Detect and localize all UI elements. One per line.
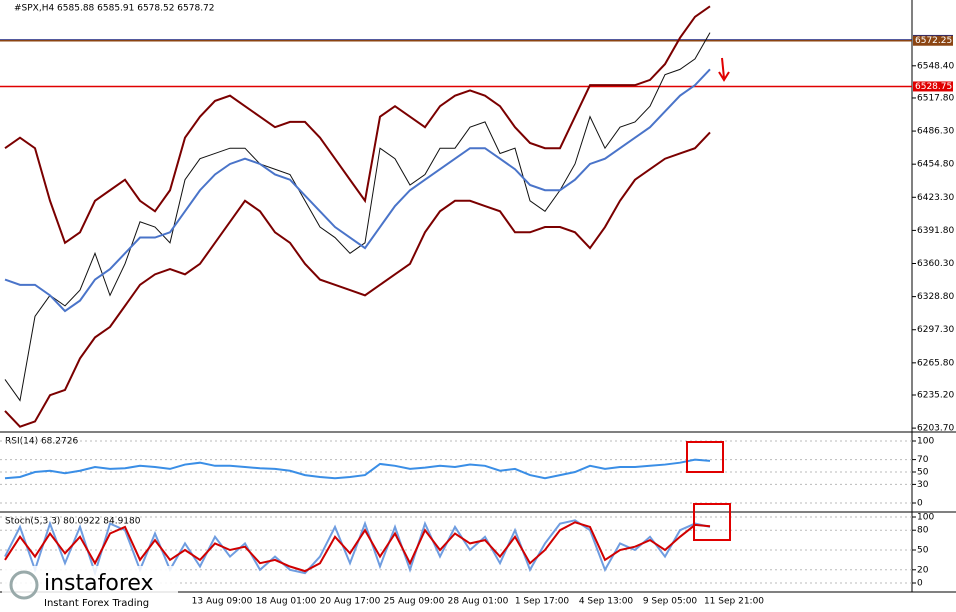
x-tick-label: 11 Sep 21:00 [704, 597, 764, 607]
y-tick-label: 20 [917, 565, 929, 575]
y-tick-label: 100 [917, 437, 934, 447]
series-line [4, 458, 711, 480]
logo-tagline: Instant Forex Trading [44, 598, 149, 609]
highlight-box [693, 503, 731, 541]
y-tick-label: 6548.40 [917, 61, 954, 71]
x-tick-label: 4 Sep 13:00 [579, 597, 634, 607]
x-tick-label: 25 Aug 09:00 [384, 597, 445, 607]
stoch-title: Stoch(5,3,3) 80.0922 84.9180 [5, 517, 141, 527]
series-line [4, 68, 711, 313]
level-label: 6528.75 [915, 82, 952, 92]
y-tick-label: 70 [917, 455, 929, 465]
marks: 6548.40 6517.80 6486.30 6454.80 6423.30 6391.… [0, 5, 954, 607]
chart-title: #SPX,H4 6585.88 6585.91 6578.52 6578.72 [14, 4, 215, 14]
series-line [4, 521, 711, 573]
x-tick-label: 18 Aug 01:00 [256, 597, 317, 607]
y-tick-label: 6203.70 [917, 424, 954, 434]
y-tick-label: 6328.80 [917, 292, 954, 302]
x-tick-label: 20 Aug 17:00 [320, 597, 381, 607]
y-tick-label: 6297.30 [917, 325, 954, 335]
x-tick-label: 1 Sep 17:00 [515, 597, 570, 607]
y-tick-label: 0 [917, 579, 923, 589]
y-tick-label: 6235.20 [917, 391, 954, 401]
x-tick-label: 13 Aug 09:00 [192, 597, 253, 607]
y-tick-label: 30 [917, 480, 929, 490]
arrow [718, 57, 730, 82]
highlight-box [686, 441, 724, 473]
level-label-box [913, 35, 953, 46]
x-tick-label: 9 Sep 05:00 [643, 597, 698, 607]
logo-name: instaforex [44, 571, 154, 596]
y-tick-label: 6265.80 [917, 358, 954, 368]
logo-icon [9, 570, 39, 600]
y-tick-label: 6454.80 [917, 160, 954, 170]
y-tick-label: 6486.30 [917, 127, 954, 137]
series-line [4, 131, 711, 428]
y-tick-label: 6423.30 [917, 193, 954, 203]
x-tick-label: 28 Aug 01:00 [448, 597, 509, 607]
series-line [4, 32, 711, 402]
y-tick-label: 6360.30 [917, 259, 954, 269]
logo-box [2, 566, 178, 610]
y-tick-label: 6391.80 [917, 226, 954, 236]
level-label-box [913, 81, 953, 92]
y-tick-label: 6517.80 [917, 93, 954, 103]
level-label: 6572.25 [915, 36, 952, 46]
y-tick-label: 50 [917, 468, 929, 478]
y-tick-label: 0 [917, 499, 923, 509]
y-tick-label: 50 [917, 546, 929, 556]
y-tick-label: 100 [917, 513, 934, 523]
series-line [4, 5, 711, 245]
y-tick-label: 80 [917, 526, 929, 536]
